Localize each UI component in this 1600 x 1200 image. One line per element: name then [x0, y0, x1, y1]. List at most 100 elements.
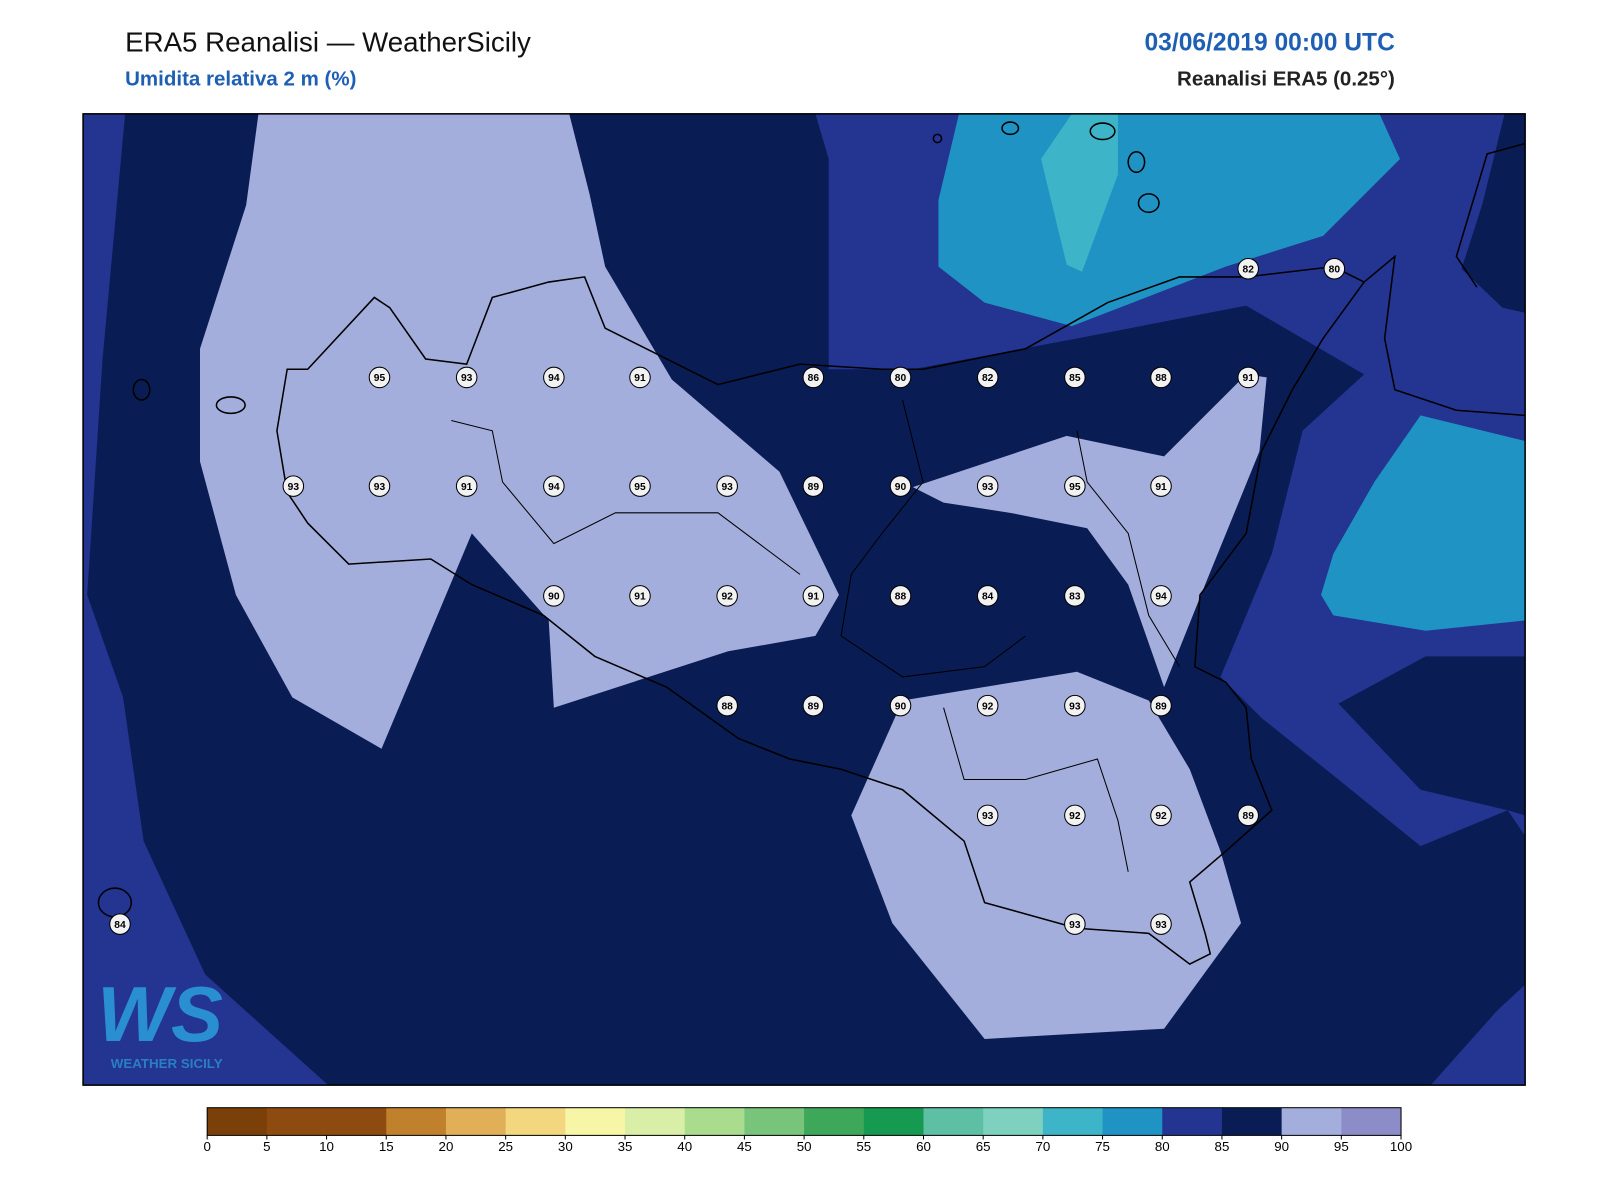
- station-marker: [889, 366, 912, 389]
- station-value: 92: [1155, 811, 1167, 822]
- station-value: 93: [982, 811, 994, 822]
- colorbar-tick-label: 95: [1334, 1139, 1349, 1154]
- colorbar-tick-label: 35: [618, 1139, 633, 1154]
- station-marker: [1150, 913, 1172, 935]
- colorbar-bin: [1221, 1107, 1283, 1136]
- station-value: 95: [1069, 482, 1081, 493]
- station-marker: [1150, 694, 1172, 717]
- map: 82 80 95 93 94 91 86 80 82 85 88 91 93 93 91 94 95 93 89 90…: [82, 113, 1526, 1086]
- station-value: 90: [548, 592, 560, 603]
- colorbar-tick-label: 65: [976, 1139, 991, 1154]
- colorbar-bin: [744, 1107, 805, 1136]
- colorbar-tick-label: 45: [737, 1139, 752, 1154]
- station-value: 93: [1069, 701, 1081, 712]
- colorbar-tick-label: 20: [439, 1139, 454, 1154]
- field-80-85: [815, 113, 1526, 1086]
- station-marker: [716, 694, 738, 717]
- station-marker: [282, 475, 305, 497]
- station-value: 91: [1155, 482, 1167, 493]
- colorbar-bin: [983, 1107, 1044, 1136]
- station-marker: [1237, 804, 1259, 827]
- station-value: 89: [808, 482, 820, 493]
- colorbar-bin: [923, 1107, 984, 1136]
- station-value: 88: [721, 701, 733, 712]
- station-value: 95: [634, 482, 646, 493]
- station-marker: [976, 366, 999, 389]
- station-value: 82: [982, 373, 994, 384]
- station-marker: [543, 585, 565, 607]
- station-marker: [976, 585, 999, 607]
- station-value: 93: [288, 482, 300, 493]
- station-value: 91: [461, 482, 473, 493]
- colorbar-bin: [1102, 1107, 1163, 1136]
- colorbar-tick-label: 0: [203, 1139, 210, 1154]
- station-value: 88: [1155, 373, 1167, 384]
- colorbar-bin: [326, 1107, 387, 1136]
- station-value: 84: [114, 920, 126, 931]
- station-value: 90: [895, 482, 907, 493]
- colorbar-bin: [1042, 1107, 1104, 1136]
- station-value: 80: [1329, 264, 1341, 275]
- station-marker: [802, 366, 825, 389]
- colorbar-tick-label: 25: [498, 1139, 513, 1154]
- station-marker: [1150, 804, 1172, 827]
- colorbar-bin: [1162, 1107, 1223, 1136]
- station-marker: [889, 585, 912, 607]
- colorbar-tick-label: 80: [1155, 1139, 1170, 1154]
- colorbar-bin: [1281, 1107, 1342, 1136]
- station-value: 93: [1069, 920, 1081, 931]
- colorbar-bin: [565, 1107, 626, 1136]
- station-marker: [1237, 257, 1259, 280]
- station-marker: [802, 585, 825, 607]
- station-value: 94: [548, 373, 560, 384]
- station-marker: [1323, 257, 1346, 280]
- station-value: 91: [808, 592, 820, 603]
- station-value: 89: [808, 701, 820, 712]
- colorbar-tick-label: 100: [1390, 1139, 1412, 1154]
- logo-name: WEATHER SICILY: [111, 1056, 223, 1071]
- station-marker: [1064, 585, 1086, 607]
- station-marker: [455, 475, 478, 497]
- station-value: 88: [895, 592, 907, 603]
- station-marker: [976, 694, 999, 717]
- colorbar-tick-label: 55: [856, 1139, 871, 1154]
- station-marker: [543, 366, 565, 389]
- station-marker: [1237, 366, 1259, 389]
- coastline: [97, 121, 1526, 966]
- station-marker: [1064, 804, 1086, 827]
- field-80-85: [83, 113, 329, 1086]
- field-70-75: [1041, 113, 1118, 272]
- logo-mark: WS: [97, 970, 223, 1058]
- colorbar-bin: [386, 1107, 447, 1136]
- station-value: 93: [721, 482, 733, 493]
- title: ERA5 Reanalisi — WeatherSicily: [125, 26, 531, 57]
- colorbar-tick-label: 75: [1095, 1139, 1110, 1154]
- station-marker: [1150, 585, 1172, 607]
- field-75-80: [1321, 415, 1526, 631]
- station-marker: [716, 585, 738, 607]
- station-value: 93: [982, 482, 994, 493]
- map-frame: [82, 113, 1526, 1086]
- station-value: 91: [634, 373, 646, 384]
- station-marker: [889, 694, 912, 717]
- station-marker: [1064, 366, 1086, 389]
- colorbar-bin: [804, 1107, 865, 1136]
- station-marker: [629, 585, 651, 607]
- station-marker: [1150, 366, 1172, 389]
- colorbar-bin: [505, 1107, 566, 1136]
- station-marker: [543, 475, 565, 497]
- field-85-90: [969, 574, 1090, 619]
- station-marker: [109, 913, 131, 935]
- station-value: 83: [1069, 592, 1081, 603]
- station-marker: [802, 475, 825, 497]
- station-value: 82: [1243, 264, 1255, 275]
- datetime: 03/06/2019 00:00 UTC: [1144, 30, 1395, 57]
- station-value: 95: [374, 373, 386, 384]
- station-value: 92: [721, 592, 733, 603]
- station-marker: [629, 366, 651, 389]
- station-value: 92: [982, 701, 994, 712]
- colorbar-tick-label: 90: [1274, 1139, 1289, 1154]
- station-value: 93: [374, 482, 386, 493]
